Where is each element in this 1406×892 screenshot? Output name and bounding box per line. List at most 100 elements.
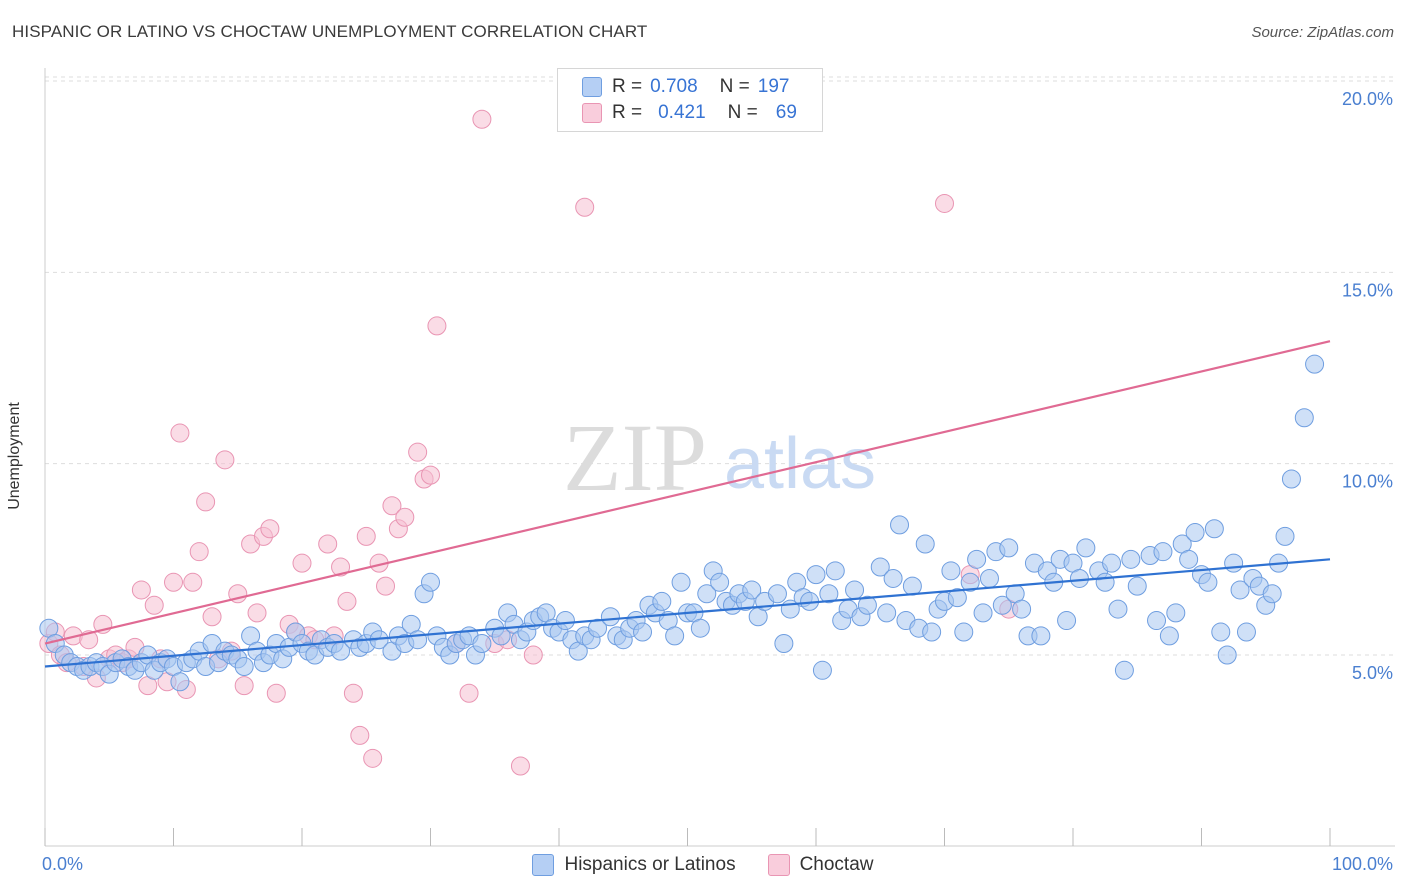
choctaw-point (472, 109, 492, 129)
choctaw-point (459, 683, 479, 703)
hispanic-point (665, 626, 685, 646)
hispanic-point (1121, 549, 1141, 569)
choctaw-point (337, 591, 357, 611)
hispanic-point (960, 572, 980, 592)
choctaw-point (343, 683, 363, 703)
hispanic-point (1153, 542, 1173, 562)
x-tick-label: 100.0% (1332, 854, 1393, 874)
legend-swatch-blue (582, 77, 602, 97)
hispanic-point (954, 622, 974, 642)
hispanic-point (774, 634, 794, 654)
legend-n-value: 197 (757, 76, 790, 97)
choctaw-point (331, 557, 351, 577)
hispanic-point (671, 572, 691, 592)
hispanic-point (845, 580, 865, 600)
hispanic-point (408, 630, 428, 650)
legend-r-label: R = (612, 102, 643, 123)
hispanic-point (1211, 622, 1231, 642)
hispanic-point (421, 572, 440, 592)
legend-n-label: N = (719, 76, 750, 97)
choctaw-point (234, 676, 254, 696)
legend-row-choctaw: R = 0.421 N = 69 (582, 100, 797, 126)
hispanic-point (947, 588, 967, 608)
choctaw-point (292, 553, 312, 573)
source-credit: Source: ZipAtlas.com (1251, 24, 1394, 41)
hispanic-point (1069, 568, 1089, 588)
series-swatch-blue (532, 854, 555, 876)
choctaw-point (350, 725, 370, 745)
legend-r-value: 0.421 (658, 102, 706, 123)
watermark-zip: ZIP (563, 404, 707, 511)
hispanic-point (633, 622, 653, 642)
hispanic-point (1147, 611, 1167, 631)
choctaw-point (510, 756, 530, 776)
hispanic-point (1275, 526, 1295, 546)
hispanic-point (1095, 572, 1115, 592)
hispanic-point (1166, 603, 1186, 623)
hispanic-point (1185, 523, 1205, 543)
hispanic-point (825, 561, 845, 581)
legend-r-value: 0.708 (650, 76, 698, 97)
y-tick-label: 15.0% (1342, 280, 1393, 300)
hispanic-points (39, 354, 1325, 692)
series-label-choctaw: Choctaw (799, 854, 874, 875)
hispanic-point (1224, 553, 1244, 573)
y-tick-label: 10.0% (1342, 472, 1393, 492)
hispanic-point (1217, 645, 1237, 665)
choctaw-point (395, 507, 415, 527)
choctaw-point (363, 748, 383, 768)
hispanic-point (967, 549, 987, 569)
choctaw-point (215, 450, 235, 470)
hispanic-point (890, 515, 910, 535)
choctaw-point (356, 526, 376, 546)
chart-title: HISPANIC OR LATINO VS CHOCTAW UNEMPLOYME… (12, 22, 648, 41)
legend-r-label: R = (612, 76, 643, 97)
hispanic-point (555, 611, 575, 631)
hispanic-point (999, 538, 1019, 558)
hispanic-point (915, 534, 935, 554)
hispanic-trend-line (44, 558, 1331, 668)
hispanic-point (806, 565, 826, 585)
hispanic-point (1108, 599, 1128, 619)
hispanic-point (1076, 538, 1096, 558)
hispanic-point (600, 607, 620, 627)
choctaw-point (247, 603, 267, 623)
choctaw-point (266, 683, 286, 703)
hispanic-point (902, 576, 922, 596)
hispanic-point (742, 580, 762, 600)
choctaw-point (170, 423, 190, 443)
choctaw-point (427, 316, 447, 336)
choctaw-point (202, 607, 222, 627)
legend-swatch-pink (582, 103, 602, 123)
hispanic-point (1102, 553, 1122, 573)
legend-row-hispanic: R = 0.708 N = 197 (582, 74, 789, 100)
choctaw-point (144, 595, 164, 615)
hispanic-point (472, 634, 492, 654)
hispanic-point (1294, 408, 1314, 428)
series-legend-hispanic[interactable]: Hispanics or Latinos (532, 854, 736, 876)
hispanic-point (1057, 611, 1077, 631)
hispanic-point (697, 584, 717, 604)
hispanic-point (973, 603, 993, 623)
axes (44, 68, 1395, 847)
tick-labels: 5.0% 10.0% 15.0% 20.0% 0.0% 100.0% (42, 89, 1393, 874)
hispanic-point (1127, 576, 1147, 596)
hispanic-point (1236, 622, 1256, 642)
hispanic-point (857, 595, 877, 615)
trend-lines (44, 340, 1331, 668)
choctaw-point (318, 534, 338, 554)
hispanic-point (1198, 572, 1218, 592)
choctaw-trend-line (44, 340, 1331, 645)
series-label-hispanic: Hispanics or Latinos (564, 854, 736, 875)
hispanic-point (883, 568, 903, 588)
series-legend-choctaw[interactable]: Choctaw (767, 854, 874, 876)
watermark-atlas: atlas (724, 424, 876, 504)
choctaw-point (196, 492, 216, 512)
hispanic-point (491, 626, 511, 646)
choctaw-point (523, 645, 543, 665)
legend-n-value: 69 (775, 102, 797, 123)
choctaw-point (260, 519, 280, 539)
hispanic-point (652, 591, 672, 611)
correlation-legend: R = 0.708 N = 197 R = 0.421 N = 69 (557, 68, 823, 132)
